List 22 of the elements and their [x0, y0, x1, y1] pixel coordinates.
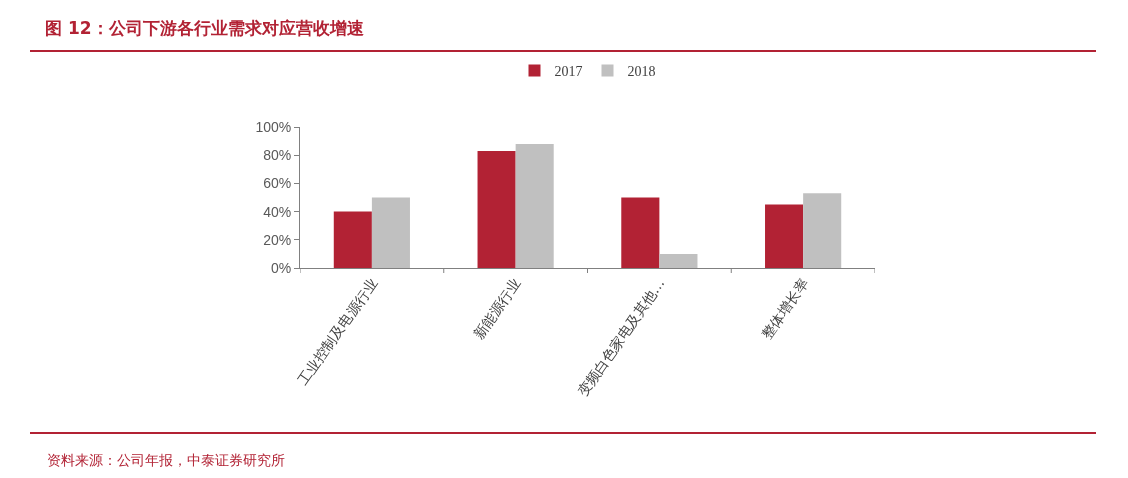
y-tick-label: 60% — [263, 175, 292, 192]
legend-label: 2017 — [554, 64, 583, 80]
bar — [333, 211, 372, 268]
y-tick-label: 80% — [263, 147, 292, 164]
x-tick-label: 变频白色家电及其他… — [574, 275, 668, 400]
x-tick-label: 工业控制及电源行业 — [294, 275, 381, 388]
bar — [803, 193, 842, 268]
x-tick-label: 新能源行业 — [470, 275, 524, 342]
text: 资料来源：公司年报，中泰证券研究所 — [47, 452, 285, 468]
chart-title: 图 12：公司下游各行业需求对应营收增速 — [45, 17, 364, 38]
y-tick-label: 100% — [255, 118, 292, 135]
legend-label: 2018 — [627, 64, 656, 80]
bar — [515, 143, 554, 268]
bar — [621, 197, 660, 268]
y-tick-label: 20% — [263, 231, 292, 248]
bar — [477, 150, 516, 268]
y-tick-label: 40% — [263, 203, 292, 220]
y-tick-label: 0% — [270, 259, 292, 276]
bar — [371, 197, 410, 268]
x-tick-label: 整体增长率 — [758, 275, 812, 342]
bar — [765, 204, 804, 268]
bar — [659, 253, 698, 268]
